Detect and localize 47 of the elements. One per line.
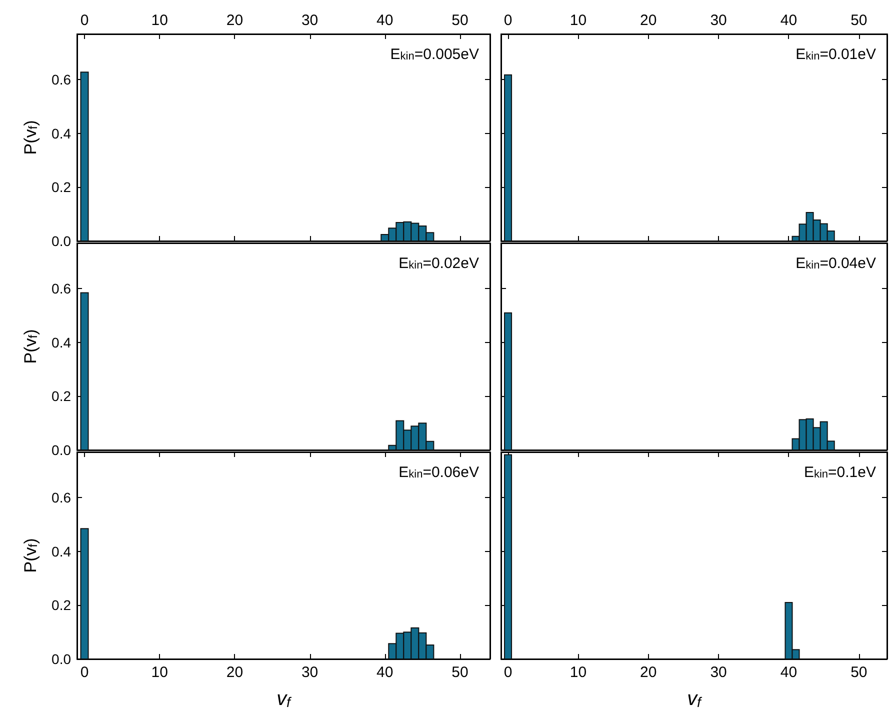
x-tick-label: 30 bbox=[301, 664, 318, 681]
text: Ekin=0.005eV bbox=[390, 46, 480, 63]
y-tick-label: 0.4 bbox=[52, 125, 72, 142]
text: Ekin=0.1eV bbox=[804, 464, 876, 481]
x2-tick-label: 50 bbox=[452, 12, 468, 29]
x-tick-label: 20 bbox=[226, 664, 244, 681]
x2-tick-label: 40 bbox=[780, 12, 798, 29]
x2-tick-label: 10 bbox=[151, 12, 168, 29]
y-tick-label: 0.4 bbox=[52, 334, 72, 350]
text: Ekin=0.02eV bbox=[398, 255, 480, 272]
x2-tick-label: 20 bbox=[640, 12, 657, 29]
x2-tick-label: 10 bbox=[570, 12, 587, 29]
y-tick-label: 0.2 bbox=[52, 388, 72, 404]
x-tick-label: 50 bbox=[850, 664, 868, 681]
y-tick-label: 0.2 bbox=[52, 179, 72, 196]
y-tick-label: 0.6 bbox=[52, 280, 72, 297]
y-tick-label: 0.6 bbox=[52, 490, 72, 506]
x-axis-title: vf bbox=[276, 688, 293, 710]
y-tick-label: 0.0 bbox=[52, 651, 72, 667]
x2-tick-label: 50 bbox=[850, 12, 868, 29]
x2-tick-label: 20 bbox=[226, 12, 244, 29]
x-tick-label: 0 bbox=[80, 664, 89, 681]
y-tick-label: 0.0 bbox=[52, 233, 72, 249]
x-tick-label: 10 bbox=[570, 664, 587, 681]
y-tick-label: 0.6 bbox=[52, 72, 72, 88]
x-tick-label: 20 bbox=[640, 664, 657, 681]
x-tick-label: 50 bbox=[452, 664, 468, 681]
x2-tick-label: 0 bbox=[80, 12, 89, 29]
x2-tick-label: 30 bbox=[301, 12, 318, 29]
y-axis-title: P(vf) bbox=[21, 329, 40, 364]
y-tick-label: 0.2 bbox=[52, 597, 72, 614]
x-tick-label: 40 bbox=[780, 664, 798, 681]
text: Ekin=0.04eV bbox=[796, 255, 876, 272]
text: Ekin=0.06eV bbox=[398, 464, 480, 481]
x-tick-label: 40 bbox=[376, 664, 394, 681]
x2-tick-label: 30 bbox=[710, 12, 727, 29]
y-tick-label: 0.4 bbox=[52, 543, 72, 560]
text: Ekin=0.01eV bbox=[796, 46, 876, 63]
x-axis-title: vf bbox=[687, 688, 704, 710]
y-axis-title: P(vf) bbox=[21, 538, 40, 573]
x-tick-label: 10 bbox=[151, 664, 168, 681]
x-tick-label: 30 bbox=[710, 664, 727, 681]
x2-tick-label: 40 bbox=[376, 12, 394, 29]
y-axis-title: P(vf) bbox=[21, 120, 40, 155]
x2-tick-label: 0 bbox=[504, 12, 512, 29]
y-tick-label: 0.0 bbox=[52, 442, 72, 458]
x-tick-label: 0 bbox=[504, 664, 512, 681]
